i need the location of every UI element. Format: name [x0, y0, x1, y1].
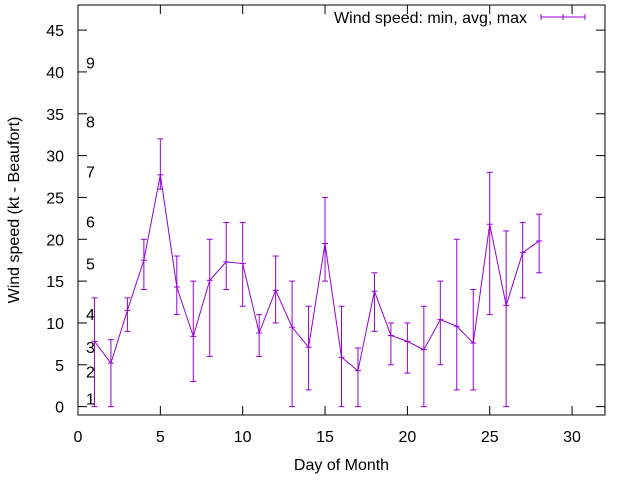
x-tick-label: 25: [481, 429, 499, 446]
x-axis-title: Day of Month: [294, 457, 389, 474]
beaufort-label: 4: [86, 307, 95, 324]
y-tick-label: 5: [55, 358, 64, 375]
x-tick-label: 15: [316, 429, 334, 446]
beaufort-label: 7: [86, 165, 95, 182]
x-tick-label: 20: [398, 429, 416, 446]
plot-frame: [77, 4, 606, 416]
x-tick-label: 5: [156, 429, 165, 446]
legend-sample: [540, 14, 586, 20]
beaufort-label: 3: [86, 340, 95, 357]
beaufort-label: 1: [86, 391, 95, 408]
y-axis-title: Wind speed (kt - Beaufort): [6, 117, 23, 304]
legend-label: Wind speed: min, avg, max: [334, 10, 527, 27]
x-tick-label: 0: [74, 429, 83, 446]
beaufort-label: 9: [86, 56, 95, 73]
y-tick-label: 10: [46, 316, 64, 333]
x-tick-label: 10: [234, 429, 252, 446]
beaufort-label: 2: [86, 364, 95, 381]
y-tick-label: 40: [46, 65, 64, 82]
series-layer: [91, 138, 543, 408]
y-tick-label: 20: [46, 232, 64, 249]
avg-line-series-0: [94, 174, 540, 372]
beaufort-label: 6: [86, 215, 95, 232]
beaufort-label: 8: [86, 114, 95, 131]
y-tick-label: 45: [46, 23, 64, 40]
y-tick-label: 15: [46, 274, 64, 291]
y-tick-label: 30: [46, 149, 64, 166]
y-tick-label: 35: [46, 107, 64, 124]
y-tick-label: 25: [46, 190, 64, 207]
legend: Wind speed: min, avg, max: [334, 10, 586, 27]
beaufort-label: 5: [86, 257, 95, 274]
x-tick-label: 30: [563, 429, 581, 446]
y-tick-label: 0: [55, 400, 64, 417]
